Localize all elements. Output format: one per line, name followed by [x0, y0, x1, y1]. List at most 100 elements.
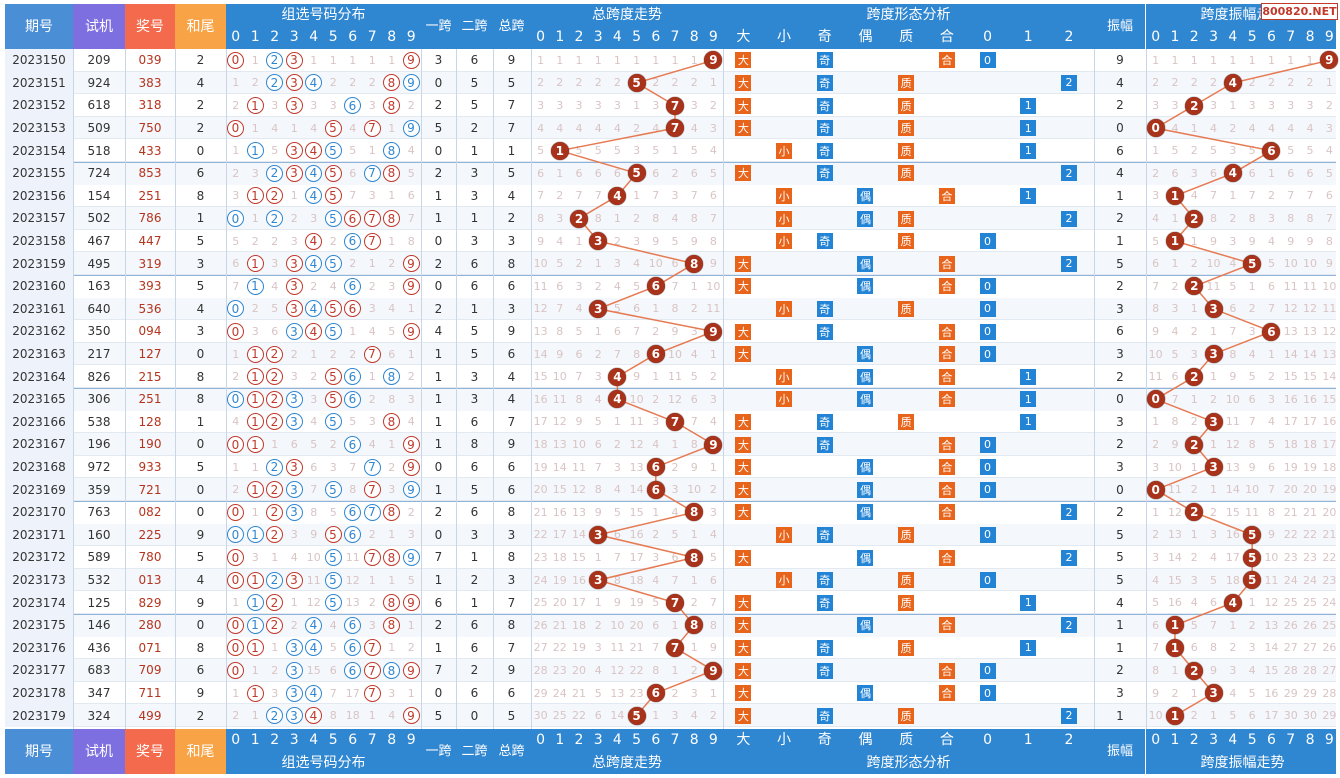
dist-miss: 1 [232, 596, 240, 610]
trend-miss: 8 [652, 211, 660, 225]
dist-miss: 1 [388, 437, 396, 451]
trend-miss: 11 [571, 460, 586, 474]
header-trend-digit: 6 [651, 29, 661, 45]
amp-ball: 4 [1223, 73, 1242, 92]
amp-miss: 7 [1267, 302, 1275, 316]
span2-cell: 0 [470, 708, 479, 723]
trend-miss: 4 [690, 709, 698, 723]
dist-miss: 1 [388, 121, 396, 135]
amp-miss: 2 [1210, 76, 1218, 90]
amp-miss: 5 [1152, 234, 1160, 248]
amp-miss: 10 [1148, 347, 1163, 361]
prize-cell: 933 [138, 460, 162, 475]
header-trend-digit: 7 [670, 29, 680, 45]
dist-trial-6: 6 [344, 436, 361, 453]
amp-miss: 6 [1287, 166, 1295, 180]
dist-trial-6: 6 [344, 232, 361, 250]
trend-miss: 4 [709, 528, 717, 542]
dist-miss: 1 [349, 324, 357, 338]
period-cell-bg [5, 568, 73, 592]
amp-miss: 9 [1248, 460, 1256, 474]
dist-hit-4: 4 [305, 142, 322, 160]
span1-cell: 1 [434, 640, 443, 655]
form-mark-2: 2 [1060, 617, 1077, 634]
period-cell: 2023177 [12, 663, 66, 678]
amp-cell: 2 [1116, 663, 1124, 678]
footer-trend-digit: 3 [593, 732, 603, 748]
dist-hit-2: 2 [266, 413, 283, 431]
dist-miss: 2 [407, 370, 415, 384]
trend-miss: 5 [671, 234, 679, 248]
footer-dist-digit: 4 [309, 732, 319, 748]
amp-miss: 22 [1283, 528, 1298, 542]
spantotal-cell: 9 [507, 53, 516, 68]
trend-miss: 2 [652, 528, 660, 542]
dist-miss: 1 [251, 121, 259, 135]
spantotal-cell: 3 [507, 234, 516, 249]
col-divider [226, 49, 227, 729]
amp-ball: 2 [1185, 661, 1204, 680]
prize-cell: 280 [138, 618, 162, 633]
trend-ball: 6 [646, 684, 665, 703]
form-mark-合: 合 [938, 391, 955, 408]
trend-miss: 7 [594, 189, 602, 203]
form-mark-奇: 奇 [816, 707, 833, 724]
trial-cell: 324 [87, 708, 111, 723]
amp-cell: 3 [1116, 347, 1124, 362]
dist-miss: 3 [329, 98, 337, 112]
dist-hit-7: 7 [363, 119, 381, 137]
dist-trial-6: 6 [344, 97, 361, 114]
span2-cell: 8 [470, 437, 479, 452]
header-trend-digit: 5 [632, 29, 642, 45]
trend-ball: 3 [589, 232, 608, 251]
trend-miss: 2 [633, 121, 641, 135]
dist-miss: 5 [271, 302, 279, 316]
dist-hit-7: 7 [363, 210, 381, 227]
amp-miss: 19 [1322, 483, 1337, 497]
amp-miss: 4 [1248, 663, 1256, 677]
amp-miss: 17 [1322, 437, 1337, 451]
period-cell: 2023176 [12, 640, 66, 655]
tail-cell: 6 [196, 166, 205, 181]
dist-miss: 1 [388, 641, 396, 655]
trial-cell: 532 [87, 573, 111, 588]
trend-miss: 5 [652, 596, 660, 610]
dist-hit-5: 5 [324, 119, 342, 137]
span1-cell: 0 [434, 143, 443, 158]
amp-miss: 3 [1287, 98, 1295, 112]
header-form-label: 质 [899, 29, 914, 45]
form-mark-奇: 奇 [816, 323, 833, 340]
period-cell-bg [5, 275, 73, 298]
amp-miss: 22 [1322, 550, 1337, 564]
amp-miss: 9 [1267, 528, 1275, 542]
dist-hit-9: 9 [402, 662, 420, 679]
trend-miss: 7 [537, 189, 545, 203]
dist-miss: 3 [407, 392, 415, 406]
form-mark-1: 1 [1020, 187, 1037, 204]
dist-hit-7: 7 [363, 345, 381, 363]
amp-miss: 14 [1322, 370, 1337, 384]
amp-miss: 9 [1210, 663, 1218, 677]
dist-trial-5: 5 [324, 594, 342, 612]
dist-miss: 2 [290, 618, 298, 632]
amp-miss: 17 [1303, 415, 1318, 429]
trend-ball: 7 [666, 638, 684, 657]
trend-miss: 4 [652, 121, 660, 135]
trial-cell: 160 [87, 527, 111, 542]
dist-trial-9: 9 [402, 481, 420, 499]
spantotal-cell: 3 [507, 527, 516, 542]
trend-miss: 7 [671, 279, 679, 293]
dist-miss: 3 [251, 550, 259, 564]
amp-miss: 8 [1152, 663, 1160, 677]
amp-cell: 0 [1116, 392, 1124, 407]
dist-miss: 2 [368, 279, 376, 293]
col-divider [175, 49, 176, 729]
span2-cell: 2 [470, 121, 479, 136]
dist-trial-1: 1 [246, 616, 264, 634]
amp-miss: 1 [1171, 211, 1179, 225]
form-mark-大: 大 [735, 549, 752, 566]
spantotal-cell: 5 [507, 708, 516, 723]
amp-miss: 15 [1322, 392, 1337, 406]
trend-miss: 4 [633, 257, 641, 271]
amp-miss: 2 [1152, 166, 1160, 180]
